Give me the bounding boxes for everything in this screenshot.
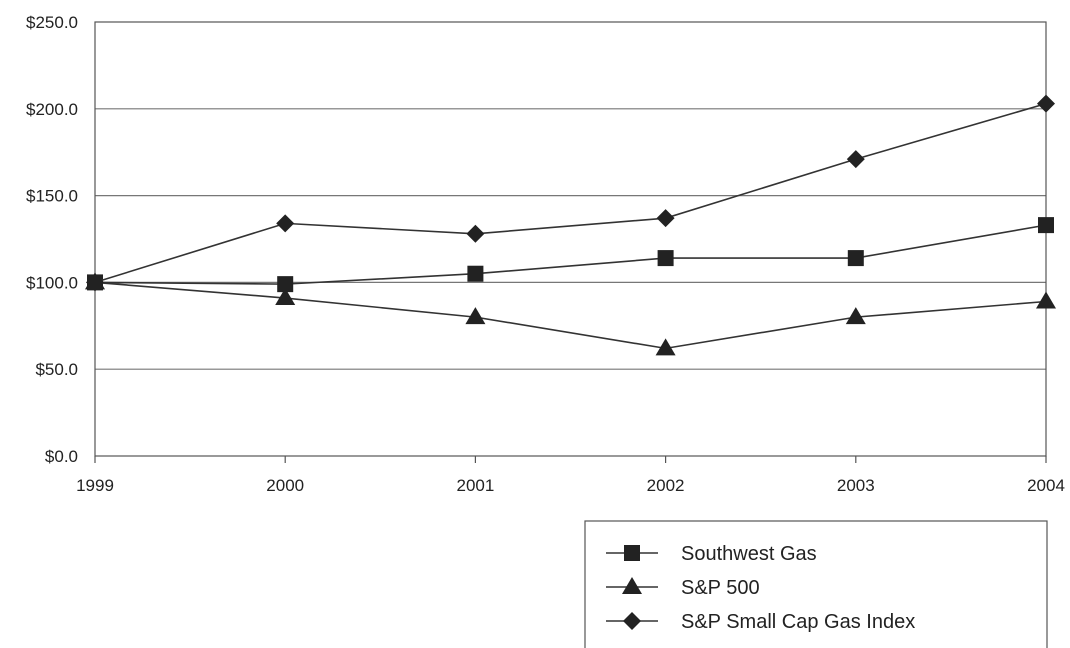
y-tick-label: $200.0: [26, 100, 78, 119]
data-point-triangle: [845, 307, 866, 325]
legend: Southwest Gas S&P 500 S&P Small Cap Gas In…: [584, 520, 1048, 648]
legend-label: Southwest Gas: [681, 543, 817, 565]
data-point-square: [277, 276, 294, 293]
x-tick-label: 2000: [266, 476, 304, 495]
y-tick-label: $250.0: [26, 13, 78, 32]
x-tick-label: 2001: [456, 476, 494, 495]
data-point-triangle: [275, 288, 296, 306]
legend-marker-triangle: [622, 577, 642, 594]
data-point-diamond: [86, 273, 104, 292]
series-line: [94, 102, 1047, 284]
series-line: [94, 281, 1047, 350]
data-point-triangle: [1036, 291, 1056, 309]
data-point-diamond: [276, 214, 295, 233]
data-point-diamond: [846, 150, 865, 169]
data-point-square: [847, 250, 864, 267]
data-point-square: [657, 250, 674, 267]
y-axis-ticks: $0.0 $50.0 $100.0 $150.0 $200.0 $250.0: [26, 13, 78, 466]
legend-box: [584, 520, 1048, 648]
data-point-triangle: [655, 338, 676, 356]
legend-label: S&P Small Cap Gas Index: [681, 611, 915, 633]
y-tick-label: $150.0: [26, 187, 78, 206]
legend-item: S&P Small Cap Gas Index: [606, 611, 915, 633]
data-point-diamond: [466, 224, 485, 243]
data-point-triangle: [465, 307, 486, 325]
y-tick-label: $100.0: [26, 273, 78, 292]
data-point-diamond: [1037, 94, 1055, 113]
legend-item: Southwest Gas: [606, 543, 817, 565]
x-tick-label: 2004: [1027, 476, 1065, 495]
legend-marker-square: [624, 545, 640, 561]
y-tick-label: $50.0: [35, 360, 78, 379]
y-tick-label: $0.0: [45, 447, 78, 466]
x-tick-label: 1999: [76, 476, 114, 495]
legend-marker-diamond: [623, 612, 641, 630]
series-square: [87, 217, 1054, 293]
x-tick-label: 2002: [647, 476, 685, 495]
series-group: [85, 94, 1056, 356]
legend-item: S&P 500: [606, 577, 760, 599]
data-point-square: [467, 265, 484, 282]
series-diamond: [86, 94, 1055, 292]
legend-label: S&P 500: [681, 577, 760, 599]
series-triangle: [85, 272, 1056, 356]
data-point-square: [1038, 217, 1054, 234]
series-line: [94, 224, 1047, 285]
grid-lines: [95, 108, 1046, 370]
x-tick-label: 2003: [837, 476, 875, 495]
data-point-diamond: [656, 209, 675, 228]
x-axis-ticks: 1999 2000 2001 2002 2003 2004: [76, 456, 1065, 495]
plot-frame: [94, 21, 1047, 457]
